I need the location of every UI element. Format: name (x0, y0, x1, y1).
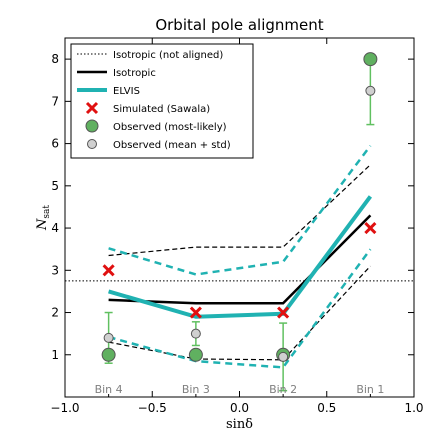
legend-label: Observed (most-likely) (113, 122, 227, 133)
sawala-point (102, 264, 115, 277)
y-tick-label: 8 (51, 52, 59, 66)
observed-mean-point (278, 351, 289, 362)
y-tick-label: 2 (51, 306, 59, 320)
x-tick-label: −0.5 (138, 401, 167, 415)
elvis-upper-line (108, 144, 372, 276)
sawala-point (364, 221, 377, 235)
isotropic-lower-line (108, 265, 371, 361)
y-axis-label-sub: sat (42, 205, 52, 219)
observed-mean-point (365, 85, 376, 96)
observed-mean-point (190, 328, 201, 339)
bin-label: Bin 3 (182, 383, 210, 396)
isotropic-line (108, 214, 372, 305)
x-tick-label: 0.0 (230, 401, 249, 415)
legend-box (70, 43, 254, 159)
legend-symbol-observed-most-likely (85, 119, 99, 133)
elvis-lower-line (108, 248, 372, 369)
y-axis-label-main: N (35, 218, 50, 231)
observed-most-likely-point (101, 347, 116, 362)
legend-label: Isotropic (113, 68, 156, 79)
legend-symbol-observed-mean (87, 139, 97, 149)
observed-most-likely-point (363, 52, 378, 67)
y-tick-label: 7 (51, 94, 59, 108)
x-axis-label: sinδ (226, 417, 253, 432)
observed-most-likely-point (188, 347, 203, 362)
bin-label: Bin 4 (95, 383, 123, 396)
plot-area: Orbital pole alignment −1.0 −0.5 0.0 0.5 1.0 1… (35, 16, 424, 432)
legend-label: Isotropic (not aligned) (113, 50, 223, 61)
legend-label: Simulated (Sawala) (113, 104, 210, 115)
x-tick-label: 0.5 (317, 401, 336, 415)
legend-symbol-sawala (85, 101, 99, 115)
x-tick-label: 1.0 (404, 401, 423, 415)
legend-label: ELVIS (113, 86, 140, 97)
chart-title: Orbital pole alignment (155, 16, 323, 34)
bin-label: Bin 2 (269, 383, 297, 396)
y-tick-label: 1 (51, 348, 59, 362)
y-tick-label: 4 (51, 221, 59, 235)
y-axis-label: Nsat (35, 205, 52, 231)
legend-label: Observed (mean + std) (113, 140, 231, 151)
elvis-line (108, 195, 373, 319)
sawala-point (277, 306, 290, 319)
y-tick-label: 5 (51, 179, 59, 193)
observed-mean-point (103, 332, 114, 343)
bin-label: Bin 1 (356, 383, 384, 396)
x-tick-label: −1.0 (50, 401, 79, 415)
y-tick-label: 3 (51, 263, 59, 277)
isotropic-upper-line (108, 164, 371, 257)
y-tick-label: 6 (51, 137, 59, 151)
sawala-point (189, 306, 202, 319)
